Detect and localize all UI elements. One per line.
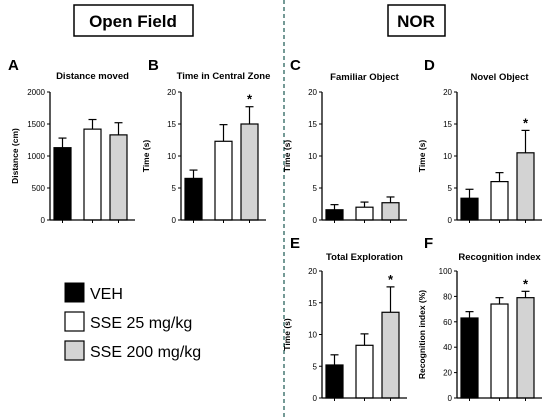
y-tick-label-a-3: 1500 (27, 120, 45, 129)
y-tick-label-c-0: 0 (313, 216, 318, 225)
bar-a-1 (83, 128, 102, 221)
y-axis-label-c: Time (s) (282, 140, 292, 173)
bar-f-1 (490, 303, 509, 399)
panel-e: E Total Exploration Time (s) * 0 5 10 15 20 (282, 235, 407, 403)
panel-title-b: Time in Central Zone (177, 71, 271, 82)
y-tick-label-b-0: 0 (172, 216, 177, 225)
y-tick-label-c-4: 20 (308, 88, 317, 97)
y-tick-label-b-1: 5 (172, 184, 177, 193)
bar-d-2 (516, 152, 535, 221)
bar-e-1 (355, 344, 374, 399)
panel-letter-d: D (424, 57, 435, 74)
y-tick-label-e-3: 15 (308, 299, 317, 308)
bar-e-0 (325, 364, 344, 399)
panel-title-e: Total Exploration (326, 252, 403, 263)
y-tick-label-e-4: 20 (308, 267, 317, 276)
y-tick-label-d-2: 10 (443, 152, 452, 161)
y-tick-label-f-3: 60 (443, 318, 452, 327)
y-tick-label-c-1: 5 (313, 184, 318, 193)
y-tick-label-e-1: 5 (313, 362, 318, 371)
panel-letter-e: E (290, 235, 300, 252)
bar-e-2 (381, 311, 400, 399)
bar-c-1 (355, 206, 374, 221)
legend-label-sse25: SSE 25 mg/kg (90, 315, 192, 332)
open-field-title-box (73, 4, 194, 37)
y-tick-label-f-0: 0 (448, 394, 453, 403)
panel-title-f: Recognition index (458, 252, 541, 263)
bar-c-2 (381, 202, 400, 221)
panel-letter-b: B (148, 57, 159, 74)
y-tick-label-a-1: 500 (32, 184, 46, 193)
y-tick-label-d-4: 20 (443, 88, 452, 97)
panel-f: F Recognition index Recognition index (%) *… (417, 235, 542, 403)
nor-title: NOR (397, 12, 435, 31)
y-tick-label-e-0: 0 (313, 394, 318, 403)
bar-a-2 (109, 134, 128, 221)
y-axis-label-d: Time (s) (417, 140, 427, 173)
legend-swatch-sse200 (64, 340, 85, 361)
bar-b-2 (240, 123, 259, 221)
nor-title-box (387, 4, 446, 37)
panel-letter-c: C (290, 57, 301, 74)
panel-letter-f: F (424, 235, 433, 252)
legend: VEH SSE 25 mg/kg SSE 200 mg/kg (64, 282, 201, 361)
bar-d-1 (490, 181, 509, 221)
y-tick-label-e-2: 10 (308, 331, 317, 340)
bar-b-1 (214, 140, 233, 221)
panel-a: A Distance moved Distance (cm) 0 500 1000 1500… (8, 57, 135, 225)
y-tick-label-f-1: 20 (443, 369, 452, 378)
open-field-title: Open Field (89, 12, 177, 31)
y-tick-label-b-3: 15 (167, 120, 176, 129)
y-tick-label-a-2: 1000 (27, 152, 45, 161)
y-tick-label-f-4: 80 (443, 292, 452, 301)
y-tick-label-a-0: 0 (41, 216, 46, 225)
bar-a-0 (53, 147, 72, 221)
panel-title-a: Distance moved (56, 71, 129, 82)
significance-marker-d-2: * (523, 115, 529, 130)
y-tick-label-b-4: 20 (167, 88, 176, 97)
significance-marker-e-2: * (388, 272, 394, 287)
bar-f-0 (460, 317, 479, 399)
y-tick-label-f-2: 40 (443, 343, 452, 352)
y-tick-label-d-3: 15 (443, 120, 452, 129)
y-tick-label-c-2: 10 (308, 152, 317, 161)
y-tick-label-a-4: 2000 (27, 88, 45, 97)
y-axis-label-e: Time (s) (282, 318, 292, 351)
panel-letter-a: A (8, 57, 19, 74)
bar-f-2 (516, 297, 535, 399)
y-axis-label-a: Distance (cm) (10, 128, 20, 184)
panel-c: C Familiar Object Time (s) 0 5 10 15 20 (282, 57, 407, 225)
y-tick-label-f-5: 100 (439, 267, 453, 276)
y-tick-label-b-2: 10 (167, 152, 176, 161)
y-axis-label-f: Recognition index (%) (417, 290, 427, 379)
legend-swatch-veh (64, 282, 85, 303)
bar-b-0 (184, 177, 203, 221)
y-tick-label-d-1: 5 (448, 184, 453, 193)
significance-marker-f-2: * (523, 276, 529, 291)
bar-c-0 (325, 209, 344, 221)
legend-label-sse200: SSE 200 mg/kg (90, 344, 201, 361)
y-axis-label-b: Time (s) (141, 140, 151, 173)
panel-d: D Novel Object Time (s) * 0 5 10 15 20 (417, 57, 542, 225)
significance-marker-b-2: * (247, 92, 253, 107)
legend-label-veh: VEH (90, 286, 123, 303)
y-tick-label-d-0: 0 (448, 216, 453, 225)
panel-title-c: Familiar Object (330, 72, 399, 83)
legend-swatch-sse25 (64, 311, 85, 332)
panel-b: B Time in Central Zone Time (s) * 0 5 10 15 20 (141, 57, 270, 225)
y-tick-label-c-3: 15 (308, 120, 317, 129)
bar-d-0 (460, 197, 479, 221)
panel-title-d: Novel Object (470, 72, 529, 83)
